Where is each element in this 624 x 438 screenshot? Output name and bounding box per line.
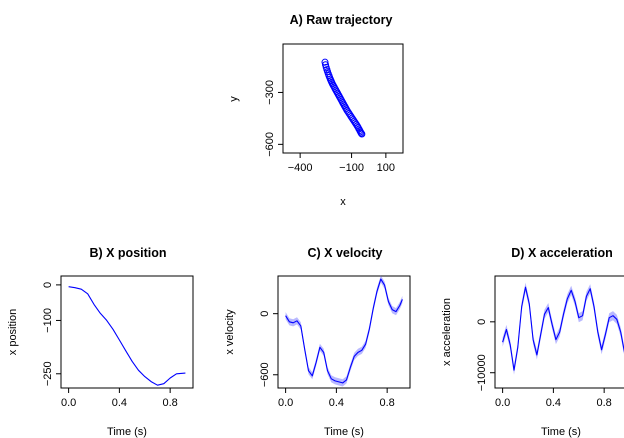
panel-b-ytick-label: −250 [42, 361, 54, 386]
panel-a-axes: −400 −100 100 −300 −600 [264, 80, 395, 174]
panel-d-xtick-label: 0.4 [546, 397, 561, 409]
panel-d-ytick-label: −10000 [476, 354, 488, 391]
panel-d-axes: 0.0 0.4 0.8 0 −10000 [476, 319, 612, 409]
panel-b-series [68, 286, 186, 386]
panel-b-frame [60, 275, 194, 389]
panel-c-axes: 0.0 0.4 0.8 0 −600 [259, 311, 395, 409]
panel-b-ylabel: x position [7, 309, 19, 355]
panel-b-xtick-label: 0.8 [163, 397, 178, 409]
panel-a-frame [282, 43, 404, 154]
panel-a-markers [321, 58, 366, 138]
panel-b: B) X position 0.0 0.4 0.8 0 −100 −250 Time (s… [7, 246, 194, 438]
panel-a-xtick-label: −400 [288, 162, 313, 174]
panel-c-ylabel: x velocity [224, 309, 236, 355]
panel-c-xtick-label: 0.8 [380, 397, 395, 409]
panel-b-title: B) X position [89, 246, 166, 260]
panel-b-xtick-label: 0.4 [112, 397, 127, 409]
panel-d-xlabel: Time (s) [541, 426, 581, 438]
panel-a-ytick-label: −600 [264, 132, 276, 157]
panel-d-ytick-label: 0 [476, 319, 488, 325]
panel-a-point [321, 58, 329, 66]
panel-c-title: C) X velocity [307, 246, 382, 260]
panel-b-ytick-label: 0 [42, 282, 54, 288]
panel-c-xlabel: Time (s) [324, 426, 364, 438]
panel-a-ylabel: y [228, 96, 240, 102]
panel-c-frame [277, 275, 411, 389]
panel-a-xlabel: x [340, 196, 346, 208]
panel-d-ylabel: x acceleration [441, 298, 453, 366]
panel-c-ytick-label: −600 [259, 362, 271, 387]
panel-b-xlabel: Time (s) [107, 426, 147, 438]
panel-d-title: D) X acceleration [511, 246, 612, 260]
panel-a-ytick-label: −300 [264, 80, 276, 105]
panel-b-ytick-label: −100 [42, 308, 54, 333]
panel-c-series [285, 275, 403, 387]
panel-b-xtick-label: 0.0 [61, 397, 76, 409]
panel-a-title: A) Raw trajectory [290, 13, 393, 27]
panel-a-point [358, 130, 366, 138]
panel-d-xtick-label: 0.8 [597, 397, 612, 409]
panel-d-confidence-band [502, 282, 624, 375]
panel-d-series [502, 282, 624, 375]
panel-b-line [68, 286, 186, 386]
panel-a-point [357, 129, 365, 137]
panel-c-xtick-label: 0.0 [278, 397, 293, 409]
panel-a-xtick-label: −100 [339, 162, 364, 174]
panel-a: A) Raw trajectory −400 −100 100−300−600 x … [228, 13, 404, 208]
panel-d-frame [494, 275, 624, 389]
panel-c-confidence-band [285, 275, 403, 387]
panel-a-xtick-label: 100 [377, 162, 395, 174]
panel-d-line [502, 286, 624, 371]
panel-d: D) X acceleration 0.0 0.4 0.8 0 −10000 Time … [441, 246, 624, 438]
panel-c-line [285, 278, 403, 384]
panel-c-ytick-label: 0 [259, 311, 271, 317]
panel-c: C) X velocity 0.0 0.4 0.8 0 −600 Time (s) x … [224, 246, 411, 438]
panel-b-axes: 0.0 0.4 0.8 0 −100 −250 [42, 282, 178, 409]
panel-d-xtick-label: 0.0 [495, 397, 510, 409]
panel-c-xtick-label: 0.4 [329, 397, 344, 409]
